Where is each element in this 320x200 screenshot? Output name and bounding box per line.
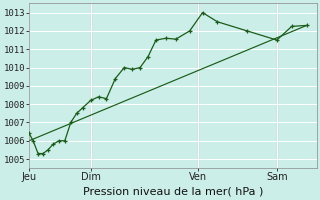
- X-axis label: Pression niveau de la mer( hPa ): Pression niveau de la mer( hPa ): [83, 187, 263, 197]
